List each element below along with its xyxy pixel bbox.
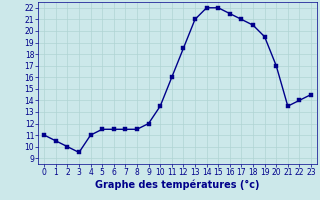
X-axis label: Graphe des températures (°c): Graphe des températures (°c) xyxy=(95,180,260,190)
